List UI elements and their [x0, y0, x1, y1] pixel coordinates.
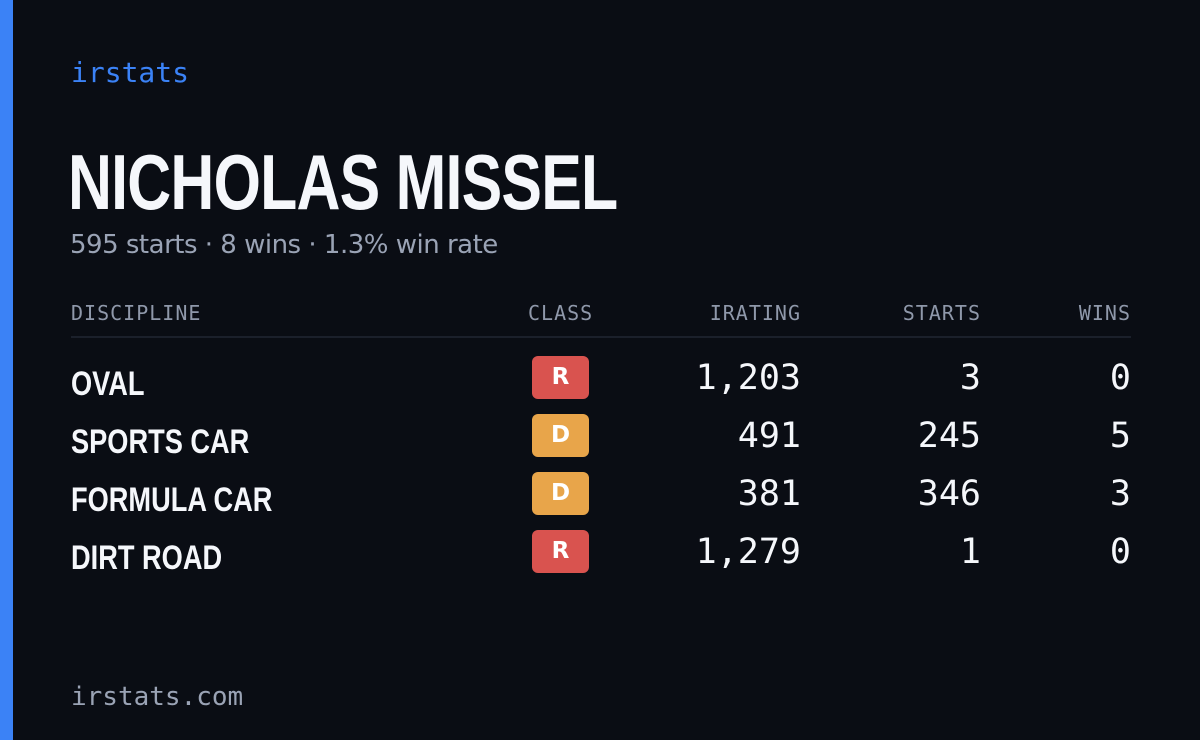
footer-url: irstats.com [71, 682, 244, 712]
driver-summary: 595 starts · 8 wins · 1.3% win rate [70, 230, 498, 260]
header-irating: IRATING [709, 301, 801, 325]
driver-name: NICHOLAS MISSEL [68, 138, 618, 226]
row-starts: 3 [959, 358, 981, 398]
row-starts: 1 [959, 532, 981, 572]
table-row: OVAL R 1,203 3 0 [71, 354, 1131, 412]
accent-bar [0, 0, 13, 740]
discipline-table: DISCIPLINE CLASS IRATING STARTS WINS OVA… [71, 296, 1131, 586]
row-irating: 1,203 [695, 358, 801, 398]
header-starts: STARTS [902, 301, 981, 325]
table-row: SPORTS CAR D 491 245 5 [71, 412, 1131, 470]
row-wins: 3 [1109, 474, 1131, 514]
header-class: CLASS [528, 301, 594, 325]
table-header: DISCIPLINE CLASS IRATING STARTS WINS [71, 296, 1131, 338]
table-row: FORMULA CAR D 381 346 3 [71, 470, 1131, 528]
row-starts: 245 [917, 416, 981, 456]
class-badge: R [532, 356, 589, 399]
class-badge: D [532, 472, 589, 515]
row-discipline: DIRT ROAD [71, 539, 223, 577]
class-badge: R [532, 530, 589, 573]
table-row: DIRT ROAD R 1,279 1 0 [71, 528, 1131, 586]
row-irating: 1,279 [695, 532, 801, 572]
row-irating: 381 [737, 474, 801, 514]
header-wins: WINS [1078, 301, 1131, 325]
brand-logo-text: irstats [71, 56, 190, 89]
row-discipline: SPORTS CAR [71, 423, 250, 461]
row-irating: 491 [737, 416, 801, 456]
row-wins: 0 [1109, 358, 1131, 398]
row-wins: 0 [1109, 532, 1131, 572]
class-badge: D [532, 414, 589, 457]
table-body: OVAL R 1,203 3 0 SPORTS CAR D 491 245 5 … [71, 354, 1131, 586]
row-wins: 5 [1109, 416, 1131, 456]
row-discipline: OVAL [71, 365, 145, 403]
row-starts: 346 [917, 474, 981, 514]
header-discipline: DISCIPLINE [71, 301, 202, 325]
row-discipline: FORMULA CAR [71, 481, 273, 519]
